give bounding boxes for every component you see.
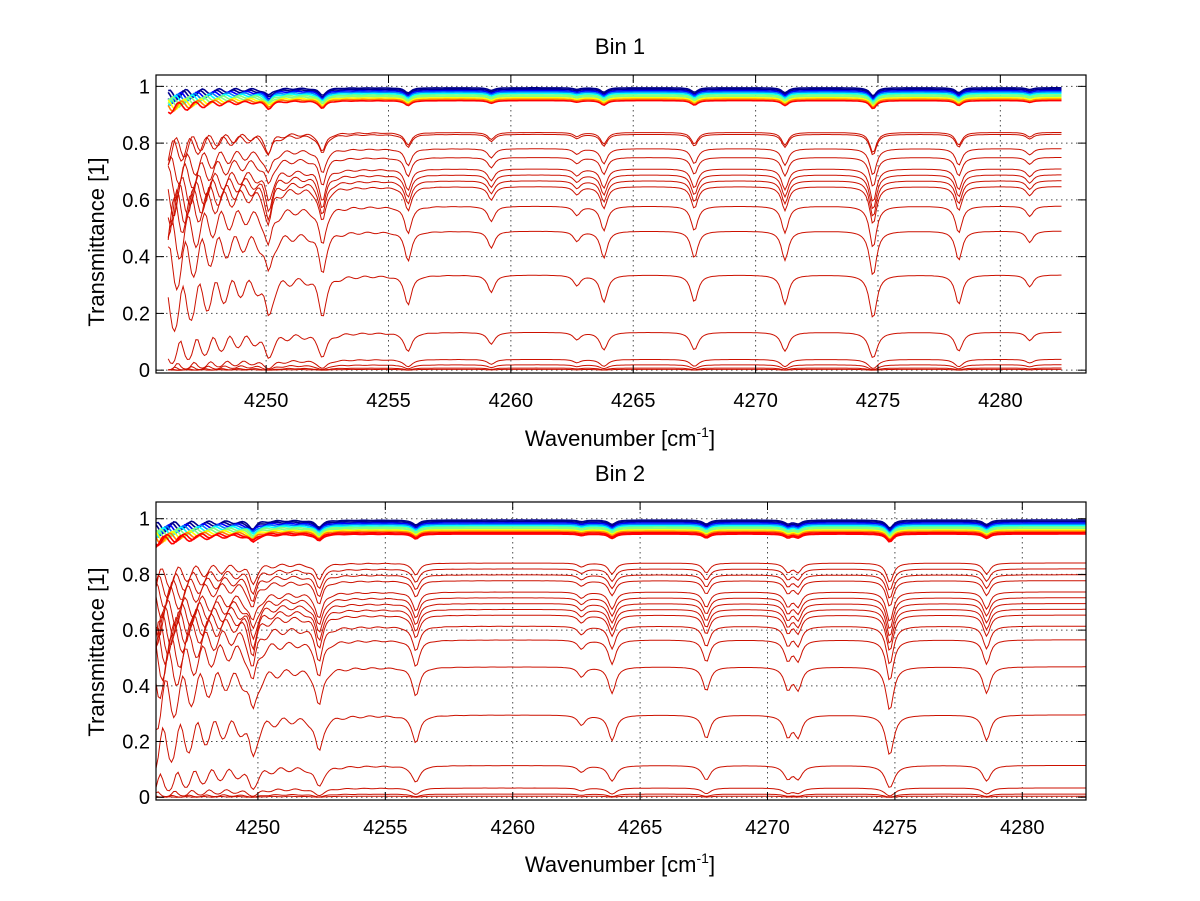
series-line <box>168 368 1062 371</box>
x-tick-label: 4280 <box>978 390 1023 412</box>
series-line <box>156 531 1086 547</box>
series-line <box>156 795 1086 798</box>
y-tick-label: 1 <box>139 509 150 531</box>
series-line <box>167 174 1062 228</box>
series-line <box>156 787 1086 797</box>
series-line <box>168 358 1062 371</box>
series-line <box>167 88 1062 103</box>
x-axis-label: Wavenumber [cm-1] <box>525 424 715 451</box>
y-tick-label: 0 <box>139 787 150 809</box>
series-line <box>167 230 1062 292</box>
series-line <box>156 580 1086 619</box>
series-line <box>167 205 1062 260</box>
series-line <box>167 92 1062 108</box>
y-tick-label: 0.2 <box>122 732 150 754</box>
series-line <box>156 562 1086 589</box>
series-line <box>167 157 1062 200</box>
series-line <box>167 133 1062 162</box>
x-tick-label: 4260 <box>489 390 534 412</box>
series-line <box>167 331 1062 365</box>
y-tick-label: 0.6 <box>122 620 150 642</box>
series-line <box>156 568 1086 600</box>
series-line <box>167 99 1062 115</box>
y-axis-label: Transmittance [1] <box>84 157 109 326</box>
axes-box <box>155 501 1087 801</box>
axes-box <box>155 74 1087 374</box>
y-axis-label: Transmittance [1] <box>84 567 109 736</box>
series-line <box>167 168 1062 217</box>
series-line <box>156 526 1086 539</box>
series-line <box>156 608 1086 655</box>
series-line <box>167 94 1062 107</box>
series-line <box>156 519 1086 533</box>
series-line <box>156 625 1086 682</box>
series-line <box>156 530 1086 545</box>
x-tick-label: 4270 <box>745 817 790 839</box>
x-tick-label: 4275 <box>856 390 901 412</box>
x-tick-label: 4265 <box>611 390 656 412</box>
series-line <box>156 522 1086 537</box>
x-tick-label: 4250 <box>244 390 289 412</box>
y-tick-label: 0.8 <box>122 133 150 155</box>
series-line <box>167 89 1062 105</box>
series-line <box>167 148 1062 186</box>
subplot-bin-1: Bin 1 4250 4255 4260 4265 4270 4275 4280 0 0.2 0.… <box>84 34 1087 451</box>
series-line <box>167 186 1062 239</box>
series-line <box>156 533 1086 548</box>
subplot-title: Bin 1 <box>595 34 645 59</box>
series-line <box>156 527 1086 541</box>
y-tick-label: 0.4 <box>122 676 150 698</box>
x-tick-label: 4255 <box>366 390 411 412</box>
series-line <box>156 574 1086 610</box>
series-line <box>167 132 1062 166</box>
subplot-bin-2: Bin 2 4250 4255 4260 4265 4270 4275 4280 0 0.2 0.… <box>84 461 1087 877</box>
series-line <box>156 714 1086 769</box>
y-tick-label: 0.2 <box>122 303 150 325</box>
series-line <box>156 666 1086 731</box>
x-tick-label: 4270 <box>733 390 778 412</box>
series-line <box>168 364 1062 371</box>
y-tick-label: 0.4 <box>122 247 150 269</box>
series-line <box>168 87 1062 101</box>
x-tick-label: 4275 <box>873 817 918 839</box>
series-line <box>156 614 1086 666</box>
y-tick-label: 0.8 <box>122 564 150 586</box>
series-line <box>156 520 1086 535</box>
series-line <box>167 98 1062 113</box>
series-line <box>156 793 1086 798</box>
y-tick-label: 1 <box>139 76 150 98</box>
x-tick-label: 4250 <box>236 817 281 839</box>
series-line <box>156 524 1086 540</box>
y-tick-label: 0 <box>139 360 150 382</box>
x-tick-label: 4265 <box>618 817 663 839</box>
series-line <box>156 597 1086 648</box>
x-tick-label: 4280 <box>1000 817 1045 839</box>
x-tick-label: 4255 <box>363 817 408 839</box>
series-line <box>168 91 1062 106</box>
x-axis-label: Wavenumber [cm-1] <box>525 850 715 877</box>
series-line <box>167 274 1062 333</box>
series-line <box>156 765 1086 792</box>
series-line <box>156 591 1086 638</box>
series-line <box>156 529 1086 543</box>
series-line <box>167 96 1062 111</box>
series-line <box>156 523 1086 538</box>
series-line <box>156 639 1086 700</box>
series-line <box>167 95 1062 109</box>
series-line <box>167 180 1062 238</box>
subplot-title: Bin 2 <box>595 461 645 486</box>
y-tick-label: 0.6 <box>122 190 150 212</box>
series-line <box>156 603 1086 650</box>
x-tick-label: 4260 <box>490 817 535 839</box>
